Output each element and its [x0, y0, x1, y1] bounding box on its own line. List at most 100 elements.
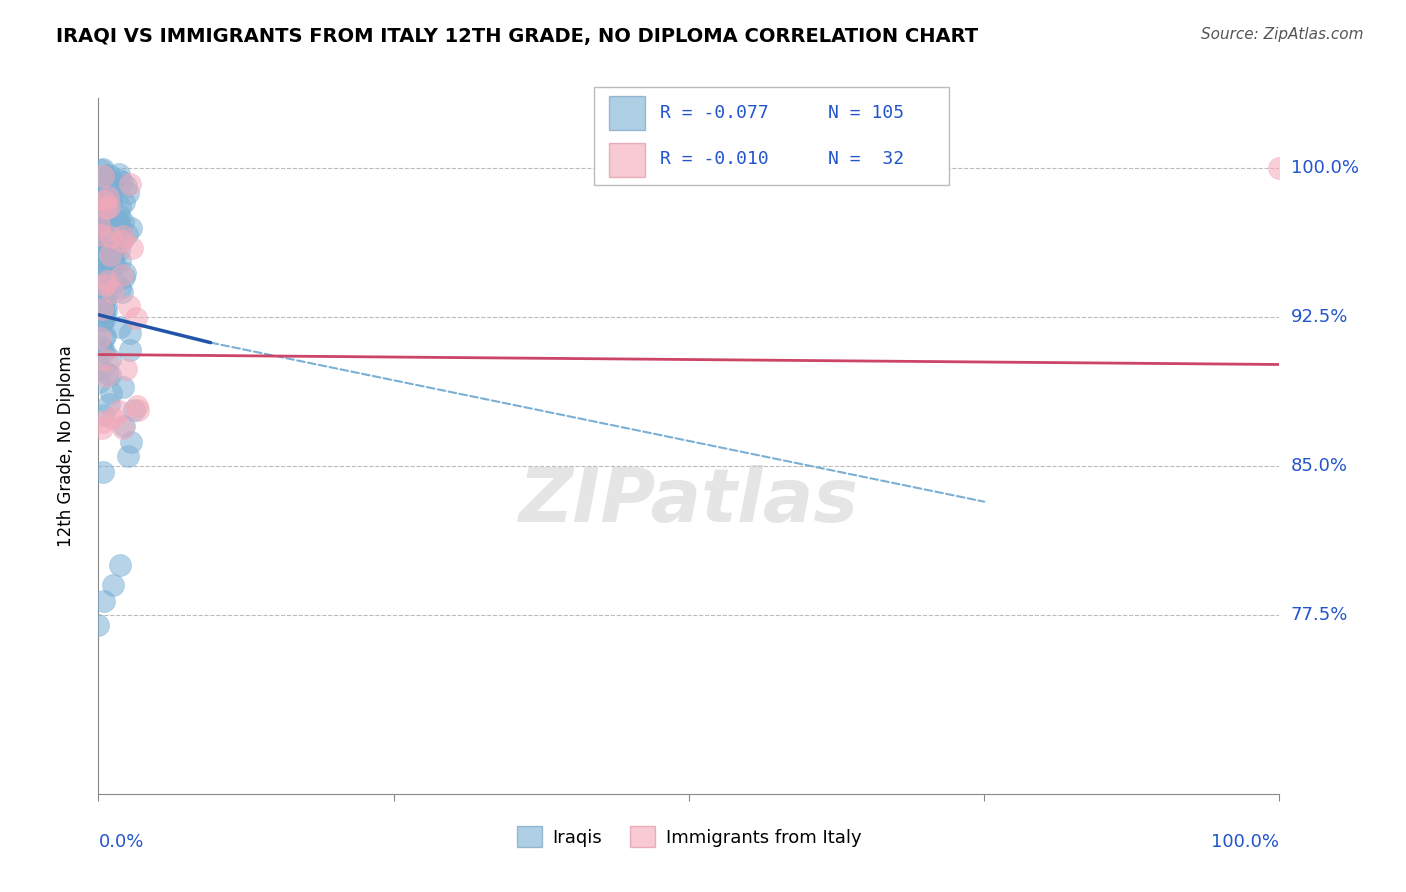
Point: [97, 227, 120, 241]
FancyBboxPatch shape: [609, 144, 645, 177]
Point: [89, 303, 111, 318]
Point: [117, 449, 139, 463]
Point: [94, 368, 117, 383]
Point: [89, 247, 111, 261]
Point: [96, 367, 118, 381]
Point: [93, 344, 115, 359]
Point: [97, 239, 120, 253]
Point: [1268, 161, 1291, 175]
Point: [115, 227, 138, 241]
Text: R = -0.077: R = -0.077: [659, 104, 769, 122]
Point: [108, 558, 131, 573]
Point: [93, 306, 115, 320]
Point: [108, 215, 131, 229]
Point: [94, 194, 117, 208]
Point: [108, 217, 131, 231]
Point: [111, 234, 134, 248]
Point: [89, 375, 111, 389]
Point: [87, 211, 110, 225]
Point: [97, 189, 120, 203]
Point: [94, 222, 117, 236]
Point: [91, 162, 114, 177]
Point: [96, 219, 118, 233]
Point: [98, 203, 121, 218]
Point: [90, 228, 112, 243]
Point: [93, 169, 115, 183]
Point: [90, 211, 112, 226]
Point: [100, 186, 122, 200]
Point: [89, 265, 111, 279]
Point: [87, 618, 110, 632]
Point: [96, 274, 118, 288]
FancyBboxPatch shape: [609, 96, 645, 130]
Point: [112, 195, 135, 210]
Text: R = -0.010: R = -0.010: [659, 150, 769, 168]
Point: [110, 268, 132, 282]
Point: [127, 402, 149, 417]
Point: [107, 208, 129, 222]
Point: [114, 266, 136, 280]
Point: [105, 221, 128, 235]
Point: [111, 214, 134, 228]
Point: [111, 379, 134, 393]
FancyBboxPatch shape: [595, 87, 949, 186]
Point: [114, 178, 136, 193]
Point: [120, 220, 142, 235]
Point: [98, 200, 121, 214]
Point: [94, 278, 117, 293]
Point: [120, 177, 142, 191]
Point: [91, 296, 114, 310]
Point: [96, 265, 118, 279]
Point: [103, 241, 125, 255]
Point: [94, 235, 117, 250]
Point: [93, 594, 115, 608]
Point: [104, 234, 127, 248]
Point: [94, 194, 117, 208]
Point: [90, 265, 112, 279]
Point: [103, 253, 125, 268]
Text: N =  32: N = 32: [828, 150, 904, 168]
Point: [91, 465, 114, 479]
Point: [125, 311, 148, 326]
Point: [90, 421, 112, 435]
Point: [108, 173, 131, 187]
Point: [103, 214, 125, 228]
Point: [93, 306, 115, 320]
Text: 77.5%: 77.5%: [1291, 606, 1348, 624]
Point: [89, 273, 111, 287]
Point: [108, 404, 131, 418]
Point: [89, 331, 111, 345]
Point: [93, 232, 115, 246]
Text: ZIPatlas: ZIPatlas: [519, 465, 859, 538]
Point: [91, 415, 114, 429]
Point: [94, 201, 117, 215]
Point: [90, 301, 112, 316]
Point: [108, 253, 131, 268]
Point: [108, 200, 131, 214]
Point: [96, 217, 118, 231]
Text: 85.0%: 85.0%: [1291, 457, 1347, 475]
Point: [91, 247, 114, 261]
Point: [96, 303, 118, 318]
Point: [112, 228, 135, 243]
Point: [111, 285, 134, 299]
Point: [121, 435, 143, 450]
Point: [94, 352, 117, 367]
Point: [91, 253, 114, 268]
Point: [94, 169, 117, 184]
Point: [100, 195, 122, 210]
Point: [90, 303, 112, 318]
Point: [96, 287, 118, 301]
Point: [93, 408, 115, 422]
Point: [108, 243, 131, 257]
Point: [91, 313, 114, 327]
Point: [98, 351, 121, 366]
Point: [89, 362, 111, 376]
Point: [101, 578, 124, 592]
Point: [100, 385, 122, 400]
Point: [91, 341, 114, 355]
Point: [93, 184, 115, 198]
Point: [90, 163, 112, 178]
Point: [91, 203, 114, 218]
Point: [104, 244, 127, 258]
